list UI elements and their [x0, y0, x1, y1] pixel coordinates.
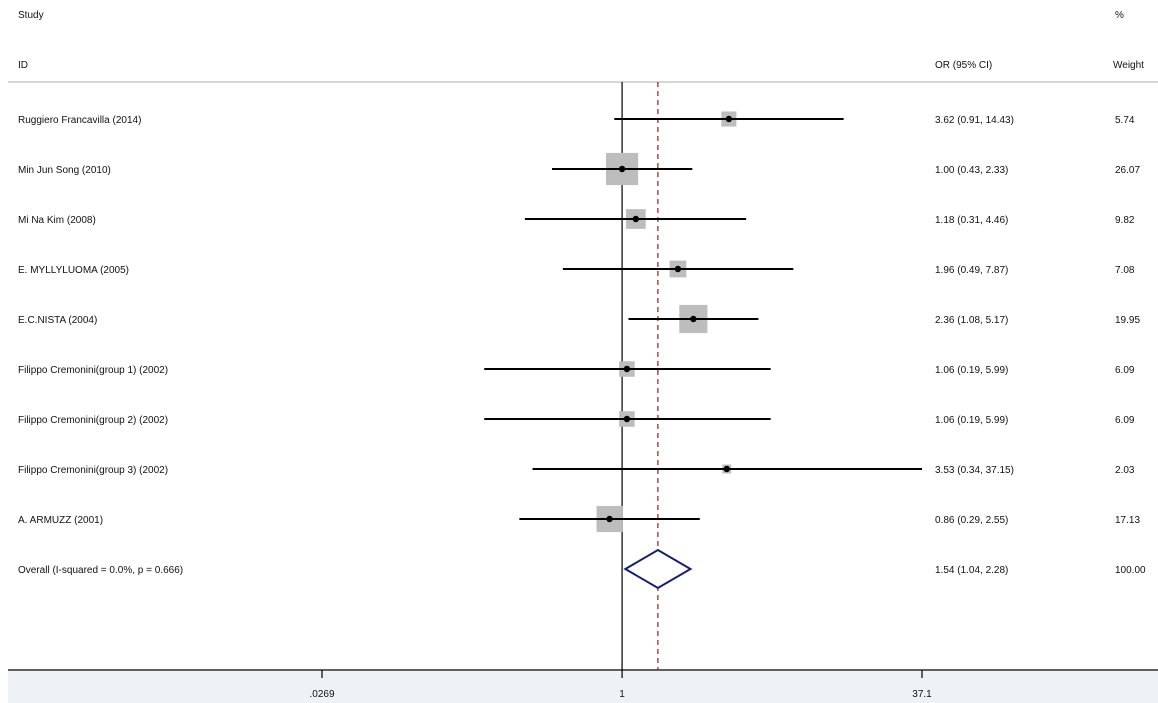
weight-value: 2.03 [1115, 465, 1135, 476]
or-ci-value: 1.00 (0.43, 2.33) [935, 165, 1008, 176]
study-row: Min Jun Song (2010) 1.00 (0.43, 2.33) 26.0… [18, 152, 1140, 186]
study-row: Filippo Cremonini(group 3) (2002) 3.53 (0… [18, 464, 1135, 476]
header-weight: Weight [1113, 60, 1144, 71]
weight-value: 6.09 [1115, 365, 1135, 376]
study-row: E.C.NISTA (2004) 2.36 (1.08, 5.17) 19.95 [18, 304, 1140, 334]
overall-diamond [623, 548, 693, 590]
overall-weight-value: 100.00 [1115, 565, 1146, 576]
or-ci-value: 1.96 (0.49, 7.87) [935, 265, 1008, 276]
weight-value: 6.09 [1115, 415, 1135, 426]
x-tick-label: 1 [619, 689, 625, 700]
study-label: E.C.NISTA (2004) [18, 315, 97, 326]
point-estimate [623, 365, 631, 373]
point-estimate [674, 265, 682, 273]
or-ci-value: 3.62 (0.91, 14.43) [935, 115, 1014, 126]
point-estimate [725, 115, 733, 123]
study-row: A. ARMUZZ (2001) 0.86 (0.29, 2.55) 17.13 [18, 505, 1140, 533]
point-estimate [723, 465, 730, 473]
or-ci-value: 3.53 (0.34, 37.15) [935, 465, 1014, 476]
x-tick-label: .0269 [309, 689, 334, 700]
overall-label: Overall (I-squared = 0.0%, p = 0.666) [18, 565, 183, 576]
study-label: Filippo Cremonini(group 3) (2002) [18, 465, 168, 476]
or-ci-value: 1.06 (0.19, 5.99) [935, 415, 1008, 426]
or-ci-value: 1.06 (0.19, 5.99) [935, 365, 1008, 376]
study-label: Mi Na Kim (2008) [18, 215, 96, 226]
study-label: A. ARMUZZ (2001) [18, 515, 103, 526]
study-label: Filippo Cremonini(group 2) (2002) [18, 415, 168, 426]
study-row: Ruggiero Francavilla (2014) 3.62 (0.91, 1… [18, 111, 1135, 127]
overall-or-ci-value: 1.54 (1.04, 2.28) [935, 565, 1008, 576]
point-estimate [690, 315, 697, 323]
study-row: E. MYLLYLUOMA (2005) 1.96 (0.49, 7.87) 7.0… [18, 260, 1135, 278]
or-ci-value: 2.36 (1.08, 5.17) [935, 315, 1008, 326]
header-id: ID [18, 60, 28, 71]
study-row: Mi Na Kim (2008) 1.18 (0.31, 4.46) 9.82 [18, 209, 1135, 229]
point-estimate [618, 165, 626, 173]
axis-band [8, 671, 1158, 703]
x-axis-ticks: .0269 1 37.1 [309, 670, 932, 700]
study-rows: Ruggiero Francavilla (2014) 3.62 (0.91, 1… [18, 111, 1140, 533]
or-ci-value: 0.86 (0.29, 2.55) [935, 515, 1008, 526]
header-study: Study [18, 10, 44, 21]
overall-row: Overall (I-squared = 0.0%, p = 0.666) 1.5… [18, 548, 1146, 590]
or-ci-value: 1.18 (0.31, 4.46) [935, 215, 1008, 226]
weight-value: 9.82 [1115, 215, 1135, 226]
header-percent: % [1115, 10, 1124, 21]
study-label: Min Jun Song (2010) [18, 165, 111, 176]
study-row: Filippo Cremonini(group 2) (2002) 1.06 (0… [18, 411, 1135, 427]
point-estimate [632, 215, 640, 223]
study-label: Ruggiero Francavilla (2014) [18, 115, 141, 126]
weight-value: 19.95 [1115, 315, 1140, 326]
weight-value: 26.07 [1115, 165, 1140, 176]
study-label: E. MYLLYLUOMA (2005) [18, 265, 129, 276]
weight-value: 17.13 [1115, 515, 1140, 526]
study-label: Filippo Cremonini(group 1) (2002) [18, 365, 168, 376]
study-row: Filippo Cremonini(group 1) (2002) 1.06 (0… [18, 361, 1135, 377]
weight-value: 5.74 [1115, 115, 1135, 126]
point-estimate [623, 415, 631, 423]
x-tick-label: 37.1 [912, 689, 932, 700]
header-or-ci: OR (95% CI) [935, 60, 992, 71]
weight-value: 7.08 [1115, 265, 1135, 276]
point-estimate [606, 515, 613, 523]
